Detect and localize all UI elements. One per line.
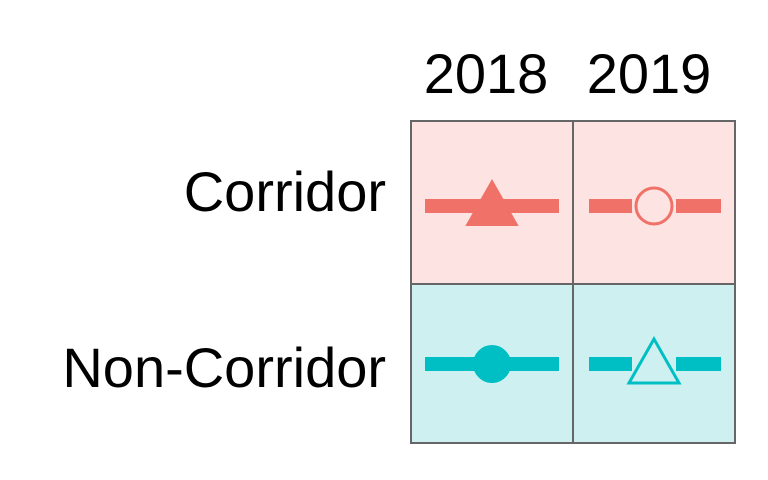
row-label-non-corridor: Non-Corridor — [62, 336, 386, 399]
legend-marker-circle-corridor-2019 — [634, 186, 674, 226]
legend-key-non-corridor-2019 — [589, 335, 721, 385]
column-label-2018: 2018 — [423, 42, 549, 105]
legend-key-non-corridor-2018 — [425, 345, 559, 383]
column-label-2019: 2019 — [586, 42, 712, 105]
legend-key-corridor-2018 — [425, 178, 559, 226]
legend-key-corridor-2019 — [589, 186, 721, 226]
legend-marker-triangle-corridor-2018 — [465, 178, 519, 226]
row-label-corridor: Corridor — [183, 160, 386, 223]
legend-borders — [410, 120, 736, 444]
legend-markers — [425, 178, 721, 385]
legend-marker-triangle-non-corridor-2019 — [626, 335, 682, 385]
legend-marker-circle-non-corridor-2018 — [473, 345, 511, 383]
